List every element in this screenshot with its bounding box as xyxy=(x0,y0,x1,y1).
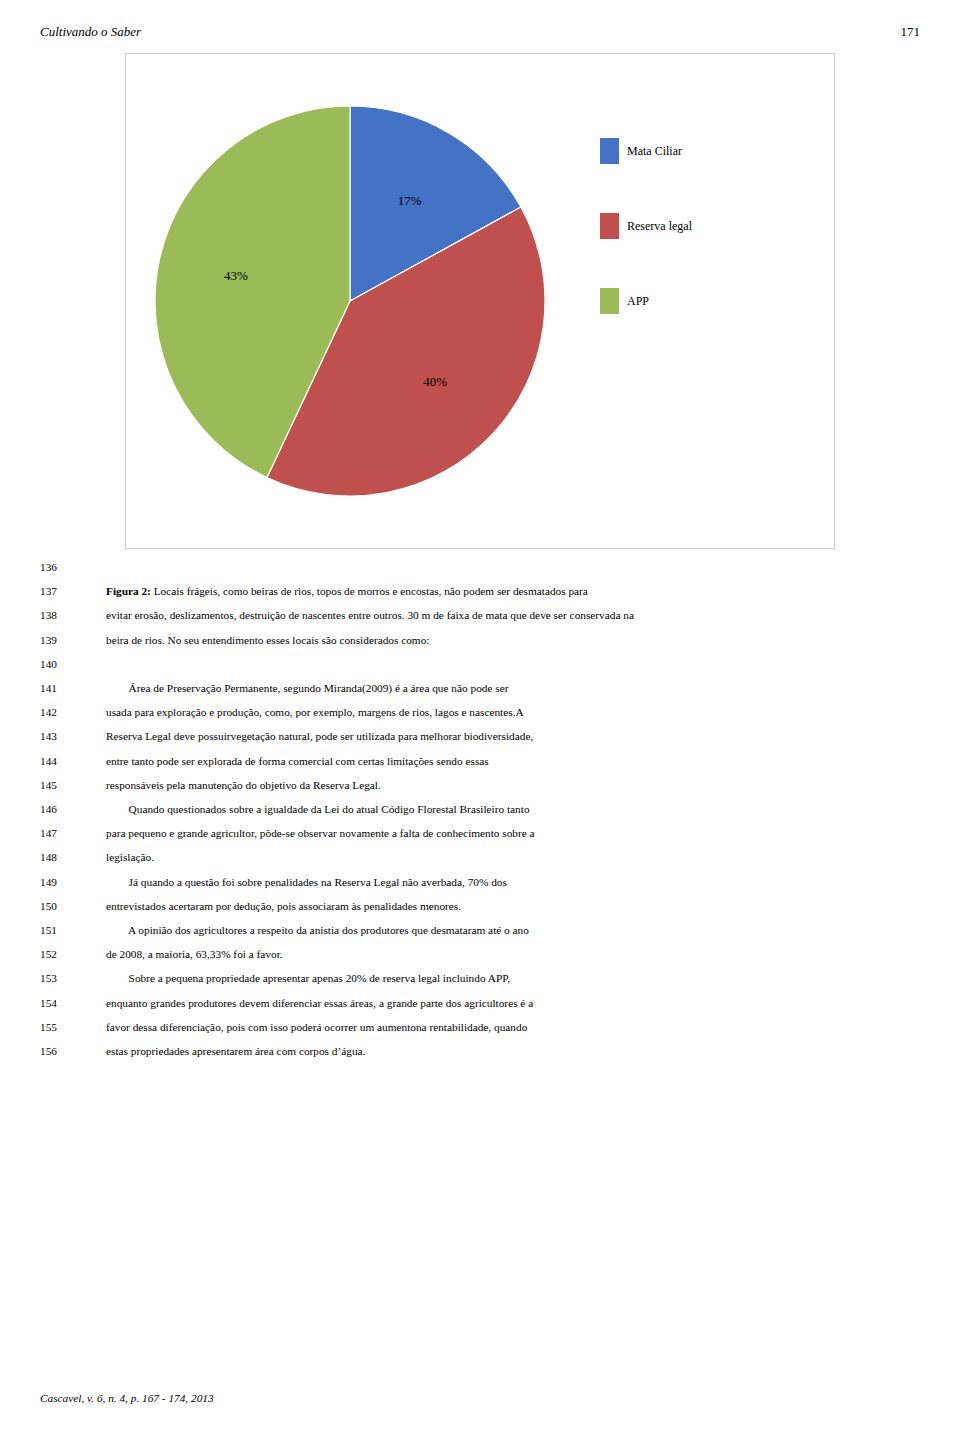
line-text: evitar erosão, deslizamentos, destruição… xyxy=(106,609,634,621)
text-line: Reserva Legal deve possuirvegetação natu… xyxy=(106,730,533,742)
line-number: 145 xyxy=(40,779,57,791)
pie-slice xyxy=(155,106,350,477)
text-line: legislação. xyxy=(106,851,154,863)
text-line: enquanto grandes produtores devem difere… xyxy=(106,997,533,1009)
line-number: 149 xyxy=(40,876,57,888)
line-number: 136 xyxy=(40,561,57,573)
line-number: 152 xyxy=(40,948,57,960)
line-number: 138 xyxy=(40,609,57,621)
text-line: Figura 2: Locais frágeis, como beiras de… xyxy=(106,585,588,597)
page-footer: Cascavel, v. 6, n. 4, p. 167 - 174, 2013 xyxy=(40,1392,214,1404)
text-line: entrevistados acertaram por dedução, poi… xyxy=(106,900,461,912)
line-number: 143 xyxy=(40,730,57,742)
text-line: Quando questionados sobre a igualdade da… xyxy=(106,803,530,815)
line-text: A opinião dos agricultores a respeito da… xyxy=(106,924,529,936)
text-line: favor dessa diferenciação, pois com isso… xyxy=(106,1021,527,1033)
line-number: 153 xyxy=(40,972,57,984)
line-text: Locais frágeis, como beiras de rios, top… xyxy=(151,585,588,597)
legend-label: Mata Ciliar xyxy=(627,144,682,158)
line-number: 156 xyxy=(40,1045,57,1057)
line-number: 150 xyxy=(40,900,57,912)
line-text: Reserva Legal deve possuirvegetação natu… xyxy=(106,730,533,742)
text-line: Área de Preservação Permanente, segundo … xyxy=(106,682,508,694)
text-line: entre tanto pode ser explorada de forma … xyxy=(106,755,489,767)
line-number: 154 xyxy=(40,997,57,1009)
data-label: 17% xyxy=(398,193,422,208)
chart: 17% 40% 43% Mata Ciliar Reserva legal APP xyxy=(125,53,835,549)
data-label: 43% xyxy=(224,268,248,283)
legend-swatch xyxy=(600,138,619,164)
legend-label: Reserva legal xyxy=(627,219,693,233)
page-number: 171 xyxy=(901,24,921,40)
line-number: 155 xyxy=(40,1021,57,1033)
line-number: 139 xyxy=(40,634,57,646)
line-text: beira de rios. No seu entendimento esses… xyxy=(106,634,429,646)
line-number: 146 xyxy=(40,803,57,815)
text-line: responsáveis pela manutenção do objetivo… xyxy=(106,779,381,791)
text-line: para pequeno e grande agricultor, pôde-s… xyxy=(106,827,535,839)
line-text: Quando questionados sobre a igualdade da… xyxy=(106,803,530,815)
line-number: 140 xyxy=(40,658,57,670)
text-line: beira de rios. No seu entendimento esses… xyxy=(106,634,429,646)
text-line: evitar erosão, deslizamentos, destruição… xyxy=(106,609,634,621)
line-text: enquanto grandes produtores devem difere… xyxy=(106,997,533,1009)
pie-labels: 17% 40% 43% xyxy=(224,193,447,389)
line-number: 141 xyxy=(40,682,57,694)
text-line: Já quando a questão foi sobre penalidade… xyxy=(106,876,507,888)
legend-swatch xyxy=(600,288,619,314)
legend: Mata Ciliar Reserva legal APP xyxy=(600,138,693,314)
line-text: para pequeno e grande agricultor, pôde-s… xyxy=(106,827,535,839)
line-text: responsáveis pela manutenção do objetivo… xyxy=(106,779,381,791)
text-line: Sobre a pequena propriedade apresentar a… xyxy=(106,972,510,984)
line-text: favor dessa diferenciação, pois com isso… xyxy=(106,1021,527,1033)
legend-label: APP xyxy=(627,294,649,308)
line-number: 148 xyxy=(40,851,57,863)
line-text: usada para exploração e produção, como, … xyxy=(106,706,524,718)
text-line: A opinião dos agricultores a respeito da… xyxy=(106,924,529,936)
text-line: de 2008, a maioria, 63,33% foi a favor. xyxy=(106,948,283,960)
line-text: Já quando a questão foi sobre penalidade… xyxy=(106,876,507,888)
line-text: de 2008, a maioria, 63,33% foi a favor. xyxy=(106,948,283,960)
line-number: 137 xyxy=(40,585,57,597)
text-line: usada para exploração e produção, como, … xyxy=(106,706,524,718)
page-header: Cultivando o Saber xyxy=(40,24,141,40)
line-text: legislação. xyxy=(106,851,154,863)
caption-label: Figura 2: xyxy=(106,585,151,597)
line-text: Sobre a pequena propriedade apresentar a… xyxy=(106,972,510,984)
data-label: 40% xyxy=(423,374,447,389)
pie xyxy=(155,106,545,496)
line-text: entrevistados acertaram por dedução, poi… xyxy=(106,900,461,912)
chart-frame xyxy=(126,54,835,549)
legend-swatch xyxy=(600,213,619,239)
text-line: estas propriedades apresentarem área com… xyxy=(106,1045,365,1057)
line-number: 147 xyxy=(40,827,57,839)
line-number: 144 xyxy=(40,755,57,767)
line-text: entre tanto pode ser explorada de forma … xyxy=(106,755,489,767)
line-text: estas propriedades apresentarem área com… xyxy=(106,1045,365,1057)
line-number: 142 xyxy=(40,706,57,718)
line-number: 151 xyxy=(40,924,57,936)
line-text: Área de Preservação Permanente, segundo … xyxy=(106,682,508,694)
